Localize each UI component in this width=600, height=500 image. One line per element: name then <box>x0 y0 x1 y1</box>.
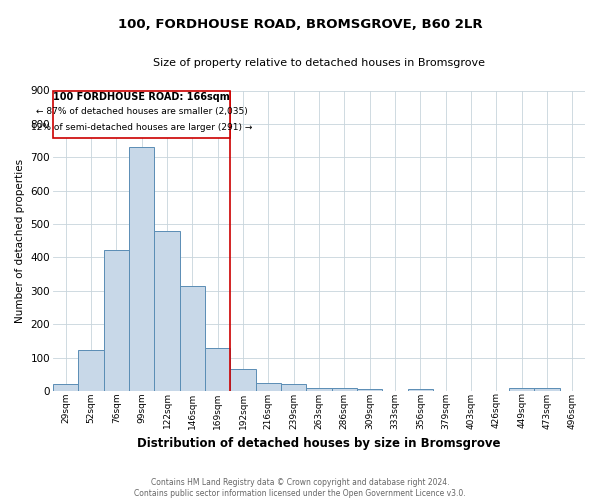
Text: Contains HM Land Registry data © Crown copyright and database right 2024.
Contai: Contains HM Land Registry data © Crown c… <box>134 478 466 498</box>
Bar <box>179 286 205 391</box>
Bar <box>407 389 433 391</box>
Bar <box>230 369 256 391</box>
Text: 12% of semi-detached houses are larger (291) →: 12% of semi-detached houses are larger (… <box>31 123 253 132</box>
Y-axis label: Number of detached properties: Number of detached properties <box>15 158 25 323</box>
X-axis label: Distribution of detached houses by size in Bromsgrove: Distribution of detached houses by size … <box>137 437 501 450</box>
Text: 100, FORDHOUSE ROAD, BROMSGROVE, B60 2LR: 100, FORDHOUSE ROAD, BROMSGROVE, B60 2LR <box>118 18 482 30</box>
Bar <box>509 388 535 391</box>
Bar <box>535 388 560 391</box>
Bar <box>256 382 281 391</box>
Title: Size of property relative to detached houses in Bromsgrove: Size of property relative to detached ho… <box>153 58 485 68</box>
Text: 100 FORDHOUSE ROAD: 166sqm: 100 FORDHOUSE ROAD: 166sqm <box>53 92 230 102</box>
Bar <box>332 388 357 391</box>
Bar <box>307 388 332 391</box>
Bar <box>281 384 307 391</box>
Bar <box>53 384 78 391</box>
Bar <box>78 350 104 391</box>
FancyBboxPatch shape <box>53 90 230 138</box>
Bar <box>154 230 179 391</box>
Text: ← 87% of detached houses are smaller (2,035): ← 87% of detached houses are smaller (2,… <box>36 107 248 116</box>
Bar <box>357 389 382 391</box>
Bar <box>129 147 154 391</box>
Bar <box>205 348 230 391</box>
Bar <box>104 250 129 391</box>
